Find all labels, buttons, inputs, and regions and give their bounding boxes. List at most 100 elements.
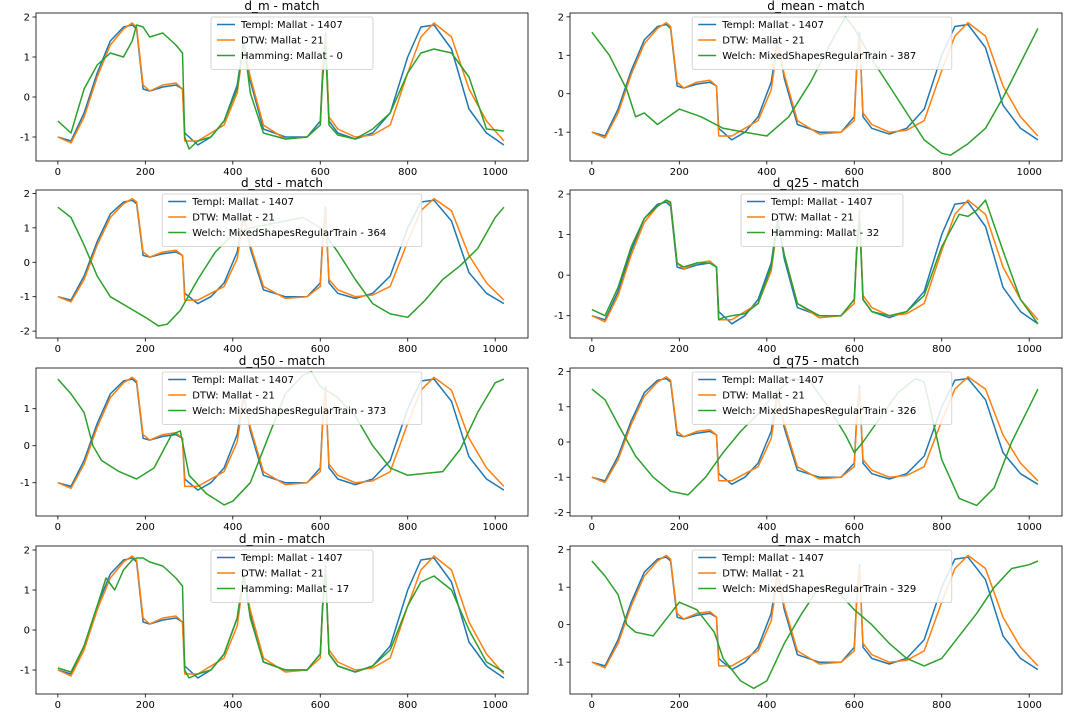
legend-label: DTW: Mallat - 21: [722, 569, 805, 580]
x-tick-label: 1000: [482, 344, 507, 355]
x-tick-label: 1000: [482, 522, 507, 533]
legend-label: DTW: Mallat - 21: [241, 569, 324, 580]
y-tick-label: -1: [554, 128, 564, 139]
legend-label: Welch: MixedShapesRegularTrain - 326: [722, 406, 916, 417]
x-tick-label: 400: [757, 522, 776, 533]
legend-label: Welch: MixedShapesRegularTrain - 364: [192, 228, 386, 239]
y-tick-label: 1: [24, 223, 30, 234]
y-tick-label: 1: [24, 404, 30, 415]
x-tick-label: 200: [670, 167, 689, 178]
legend-box: [161, 371, 423, 425]
legend-label: DTW: Mallat - 21: [722, 36, 805, 47]
x-tick-label: 0: [589, 700, 595, 711]
subplot-title: d_mean - match: [767, 0, 865, 13]
legend-label: Welch: MixedShapesRegularTrain - 329: [722, 584, 916, 595]
y-tick-label: 1: [558, 51, 564, 62]
legend-label: Templ: Mallat - 1407: [240, 20, 343, 31]
subplot-title: d_q50 - match: [239, 354, 325, 368]
legend: Templ: Mallat - 1407 DTW: Mallat - 21 Hamm…: [210, 16, 374, 70]
legend-label: Templ: Mallat - 1407: [721, 20, 824, 31]
axes-frame: [35, 367, 529, 517]
subplot-1: d_mean - match 0 200 400 600 800 1000 -1 0 1 2 Temp…: [554, 0, 1063, 178]
x-tick-label: 800: [932, 344, 951, 355]
x-tick-label: 600: [311, 167, 330, 178]
y-tick-label: 2: [558, 367, 564, 378]
legend-box: [210, 549, 374, 603]
x-tick-label: 200: [136, 522, 155, 533]
subplot-title: d_min - match: [239, 532, 325, 546]
legend-label: Templ: Mallat - 1407: [240, 553, 343, 564]
x-tick-label: 600: [845, 700, 864, 711]
y-tick-label: 2: [558, 545, 564, 556]
x-tick-label: 400: [223, 167, 242, 178]
legend-label: Templ: Mallat - 1407: [721, 553, 824, 564]
x-tick-label: 1000: [482, 167, 507, 178]
x-tick-label: 800: [932, 522, 951, 533]
legend-label: Welch: MixedShapesRegularTrain - 387: [722, 51, 916, 62]
x-tick-label: 400: [223, 700, 242, 711]
x-tick-label: 1000: [1016, 700, 1041, 711]
x-tick-label: 800: [398, 700, 417, 711]
legend-box: [691, 16, 953, 70]
x-tick-label: 800: [398, 522, 417, 533]
subplot-6: d_min - match 0 200 400 600 800 1000 -1 0 1 2 Templ…: [20, 532, 529, 711]
legend: Templ: Mallat - 1407 DTW: Mallat - 21 Welc…: [691, 549, 953, 603]
legend: Templ: Mallat - 1407 DTW: Mallat - 21 Hamm…: [740, 193, 904, 247]
y-tick-label: -1: [554, 658, 564, 669]
legend-box: [691, 371, 953, 425]
x-tick-label: 0: [589, 522, 595, 533]
x-tick-label: 600: [311, 522, 330, 533]
x-tick-label: 400: [223, 344, 242, 355]
legend: Templ: Mallat - 1407 DTW: Mallat - 21 Welc…: [161, 193, 423, 247]
y-tick-label: 2: [24, 546, 30, 557]
x-tick-label: 1000: [1016, 522, 1041, 533]
y-tick-label: -2: [20, 327, 30, 338]
x-tick-label: 1000: [1016, 167, 1041, 178]
x-tick-label: 1000: [1016, 344, 1041, 355]
subplot-title: d_q25 - match: [773, 176, 859, 190]
y-tick-label: -1: [20, 292, 30, 303]
legend-label: Templ: Mallat - 1407: [721, 375, 824, 386]
x-tick-label: 800: [398, 167, 417, 178]
y-tick-label: 0: [24, 93, 30, 104]
subplot-4: d_q50 - match 0 200 400 600 800 1000 -1 0 1 Templ:…: [20, 354, 529, 533]
x-tick-label: 600: [845, 167, 864, 178]
y-tick-label: 1: [24, 53, 30, 64]
x-tick-label: 800: [932, 700, 951, 711]
legend-label: DTW: Mallat - 21: [241, 36, 324, 47]
y-tick-label: 0: [24, 441, 30, 452]
subplot-7: d_max - match 0 200 400 600 800 1000 -1 0 1 2 Templ…: [554, 532, 1063, 711]
legend-box: [691, 549, 953, 603]
subplot-title: d_max - match: [771, 532, 861, 546]
x-tick-label: 200: [670, 522, 689, 533]
subplot-0: d_m - match 0 200 400 600 800 1000 -1 0 1 2 Templ: …: [20, 0, 529, 178]
x-tick-label: 0: [55, 700, 61, 711]
subplot-5: d_q75 - match 0 200 400 600 800 1000 -2 -1 0 1 2 Tem…: [554, 354, 1063, 533]
y-tick-label: -1: [20, 666, 30, 677]
legend-label: DTW: Mallat - 21: [722, 391, 805, 402]
subplot-title: d_m - match: [244, 0, 319, 13]
legend: Templ: Mallat - 1407 DTW: Mallat - 21 Welc…: [161, 371, 423, 425]
y-tick-label: 0: [558, 438, 564, 449]
y-tick-label: 0: [558, 89, 564, 100]
x-tick-label: 200: [136, 700, 155, 711]
legend-label: Hamming: Mallat - 0: [241, 51, 343, 62]
y-tick-label: -1: [20, 478, 30, 489]
x-tick-label: 200: [670, 700, 689, 711]
y-tick-label: -2: [554, 508, 564, 519]
x-tick-label: 200: [670, 344, 689, 355]
subplot-2: d_std - match 0 200 400 600 800 1000 -2 -1 0 1 2 Tem…: [20, 176, 529, 355]
y-tick-label: 1: [558, 402, 564, 413]
x-tick-label: 0: [55, 167, 61, 178]
y-tick-label: -1: [554, 311, 564, 322]
legend-label: DTW: Mallat - 21: [771, 213, 854, 224]
legend-label: Hamming: Mallat - 17: [241, 584, 349, 595]
legend: Templ: Mallat - 1407 DTW: Mallat - 21 Welc…: [691, 371, 953, 425]
x-tick-label: 0: [55, 344, 61, 355]
axes-frame: [35, 12, 529, 162]
x-tick-label: 200: [136, 344, 155, 355]
x-tick-label: 600: [845, 522, 864, 533]
y-tick-label: 1: [24, 586, 30, 597]
legend-label: Templ: Mallat - 1407: [770, 197, 873, 208]
y-tick-label: 0: [24, 258, 30, 269]
